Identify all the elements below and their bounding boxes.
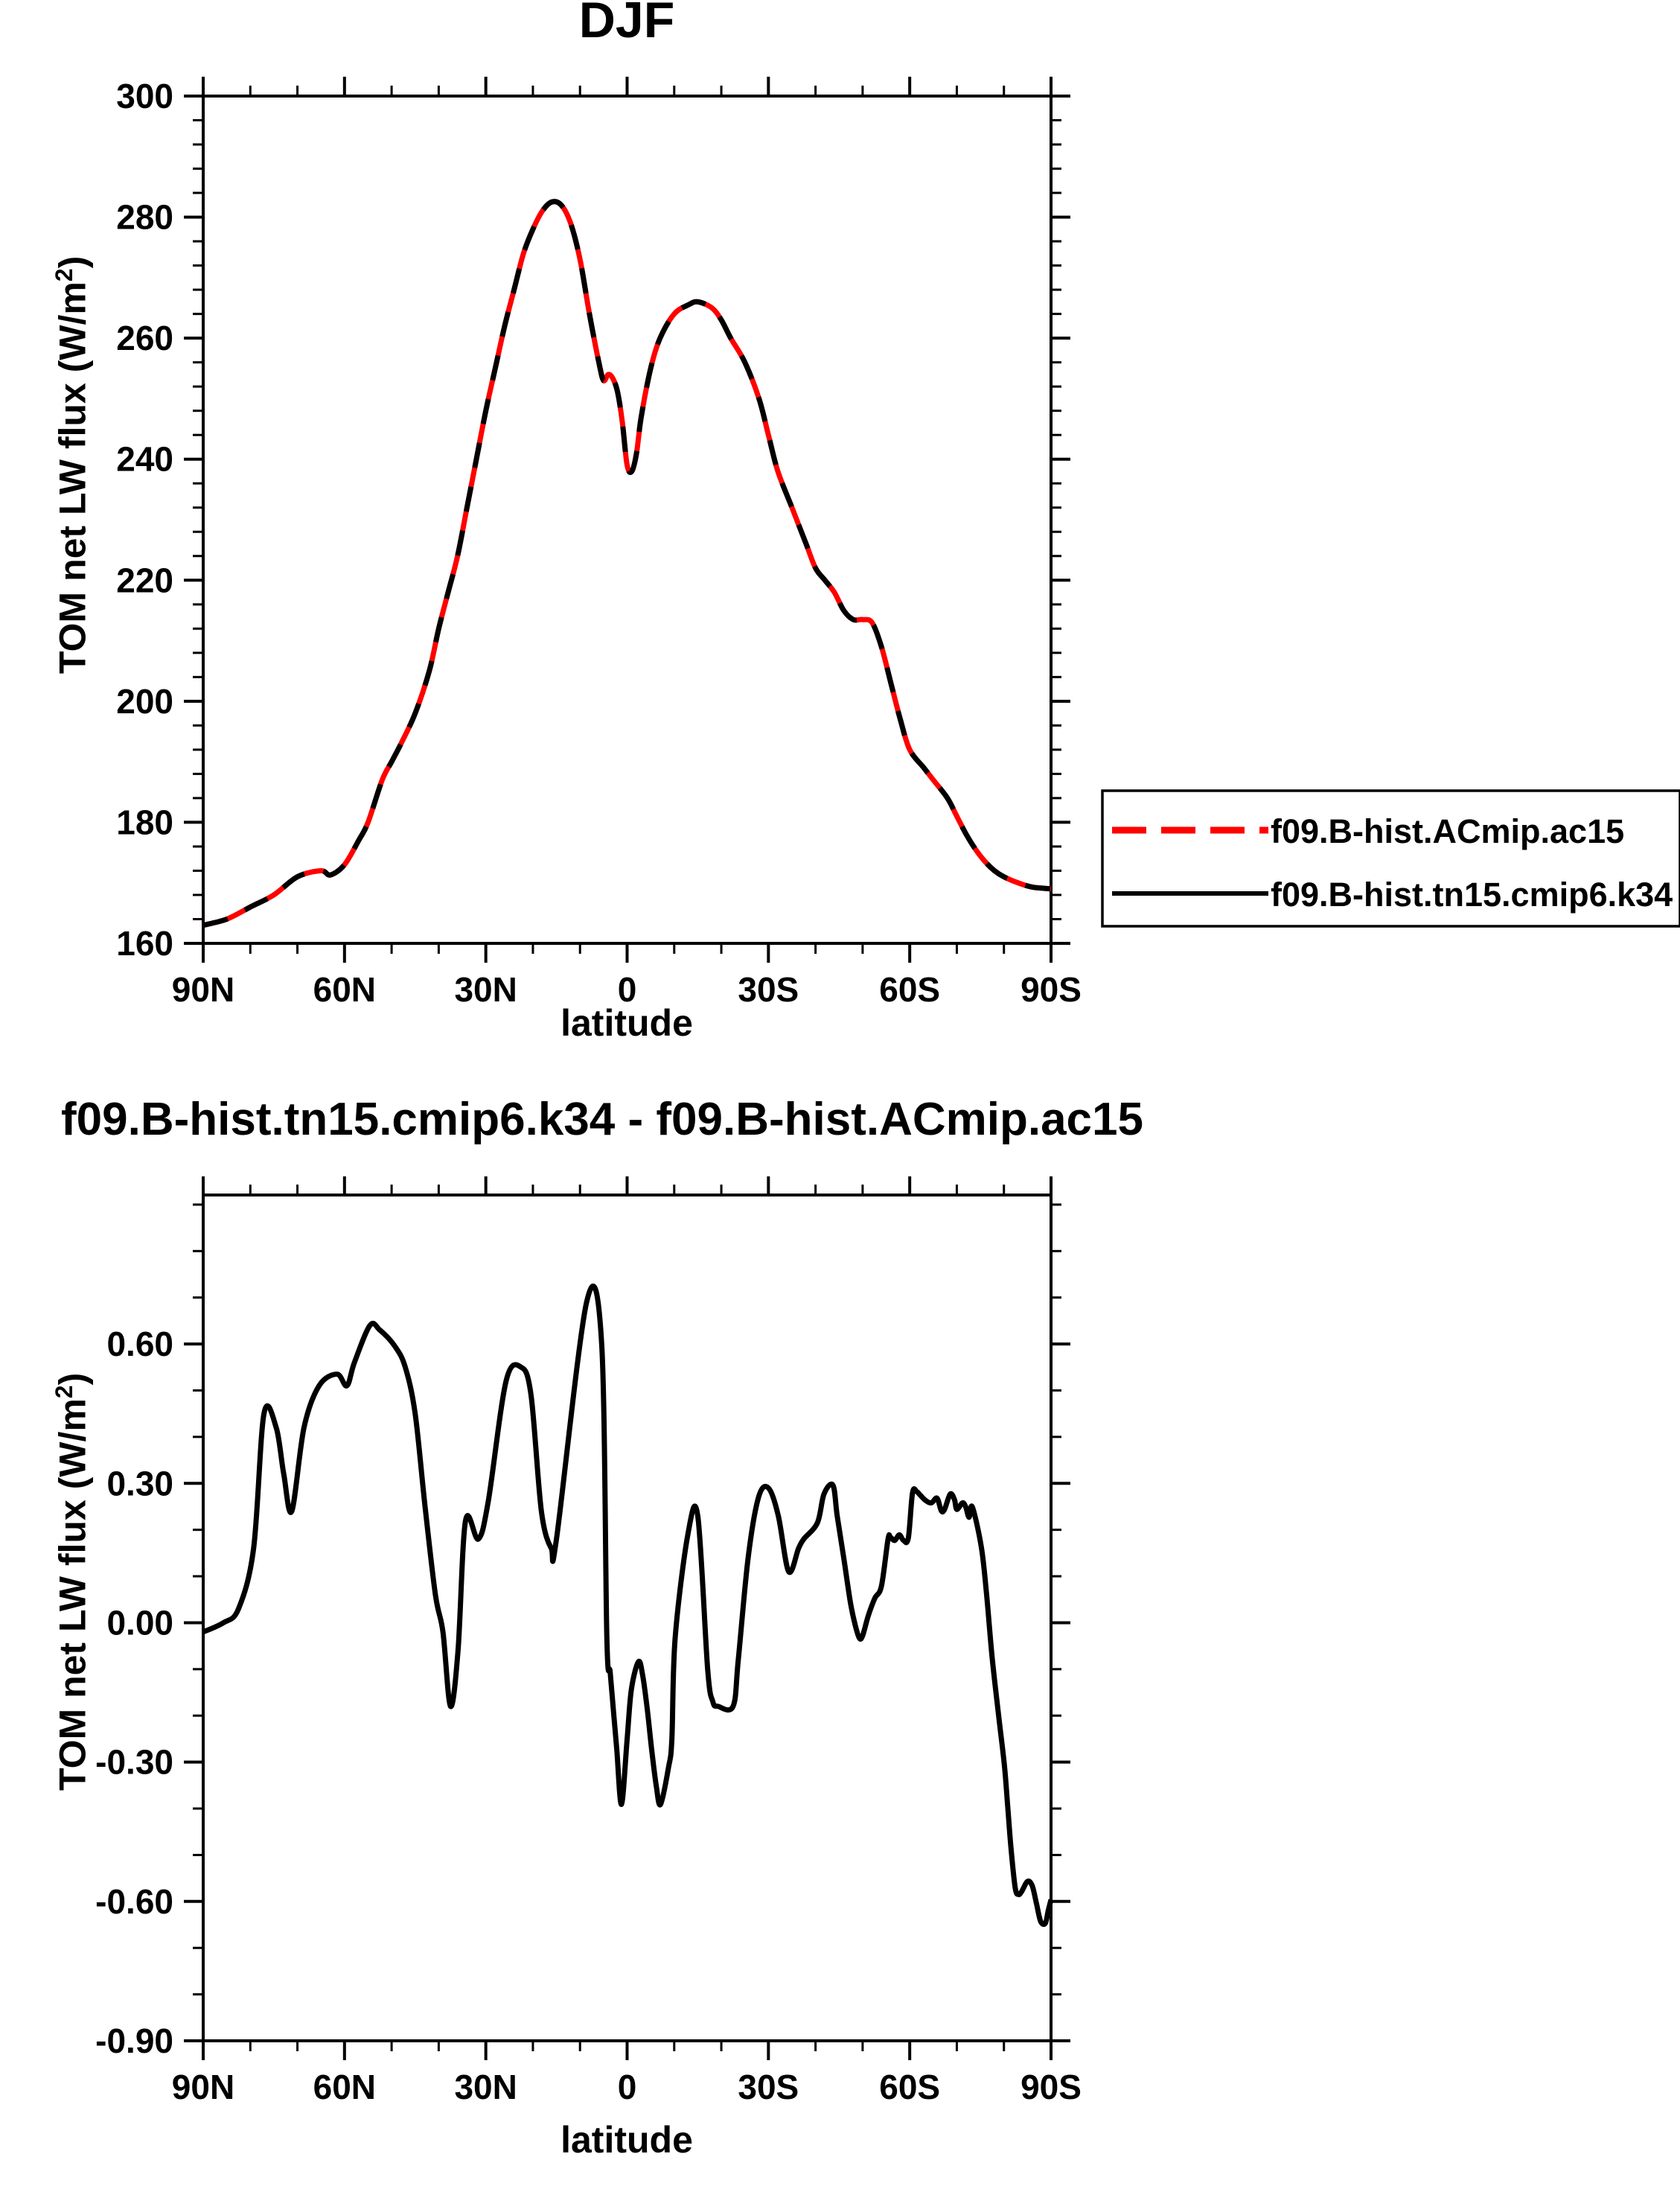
svg-text:90N: 90N: [172, 2068, 234, 2106]
svg-text:180: 180: [116, 803, 173, 841]
svg-text:60S: 60S: [879, 2068, 940, 2106]
svg-text:0.00: 0.00: [106, 1603, 173, 1642]
svg-text:30N: 30N: [454, 970, 517, 1005]
svg-text:220: 220: [116, 561, 173, 599]
svg-text:0: 0: [618, 2068, 637, 2106]
svg-text:300: 300: [116, 77, 173, 115]
svg-text:-0.30: -0.30: [95, 1743, 173, 1782]
svg-text:0.30: 0.30: [106, 1464, 173, 1503]
svg-text:160: 160: [116, 924, 173, 963]
svg-text:30S: 30S: [738, 2068, 799, 2106]
svg-text:f09.B-hist.ACmip.ac15: f09.B-hist.ACmip.ac15: [1271, 812, 1624, 850]
svg-text:-0.60: -0.60: [95, 1882, 173, 1921]
svg-text:200: 200: [116, 682, 173, 721]
svg-text:0: 0: [618, 970, 637, 1005]
svg-text:30N: 30N: [454, 2068, 517, 2106]
svg-text:90N: 90N: [172, 970, 234, 1005]
svg-text:60N: 60N: [313, 2068, 376, 2106]
svg-text:0.60: 0.60: [106, 1325, 173, 1363]
svg-text:280: 280: [116, 198, 173, 237]
svg-text:60N: 60N: [313, 970, 376, 1005]
svg-text:f09.B-hist.tn15.cmip6.k34: f09.B-hist.tn15.cmip6.k34: [1271, 876, 1673, 914]
svg-text:60S: 60S: [879, 970, 940, 1005]
svg-text:90S: 90S: [1021, 2068, 1082, 2106]
svg-text:260: 260: [116, 319, 173, 357]
svg-text:30S: 30S: [738, 970, 799, 1005]
svg-text:90S: 90S: [1021, 970, 1082, 1005]
svg-text:-0.90: -0.90: [95, 2021, 173, 2060]
svg-text:240: 240: [116, 440, 173, 479]
